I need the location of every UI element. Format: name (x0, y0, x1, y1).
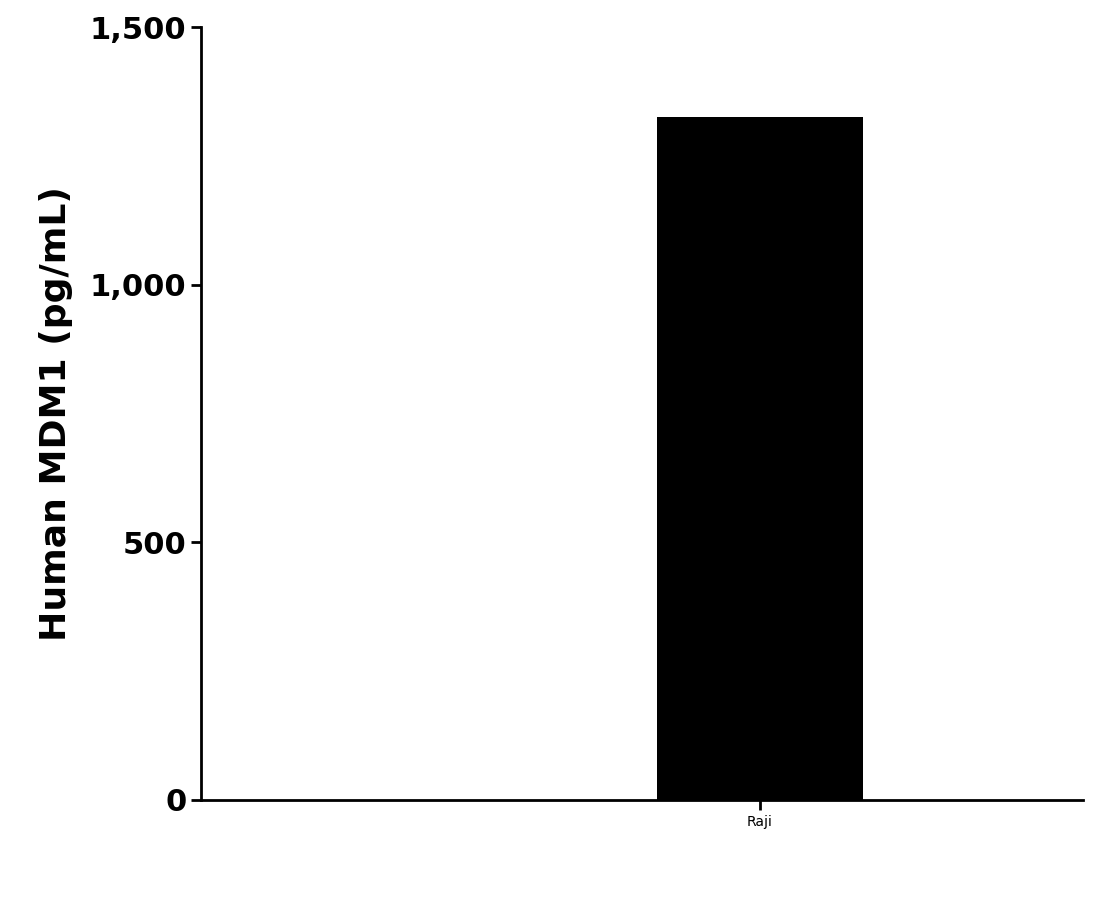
Y-axis label: Human MDM1 (pg/mL): Human MDM1 (pg/mL) (39, 186, 74, 641)
Bar (657, 116, 863, 800)
